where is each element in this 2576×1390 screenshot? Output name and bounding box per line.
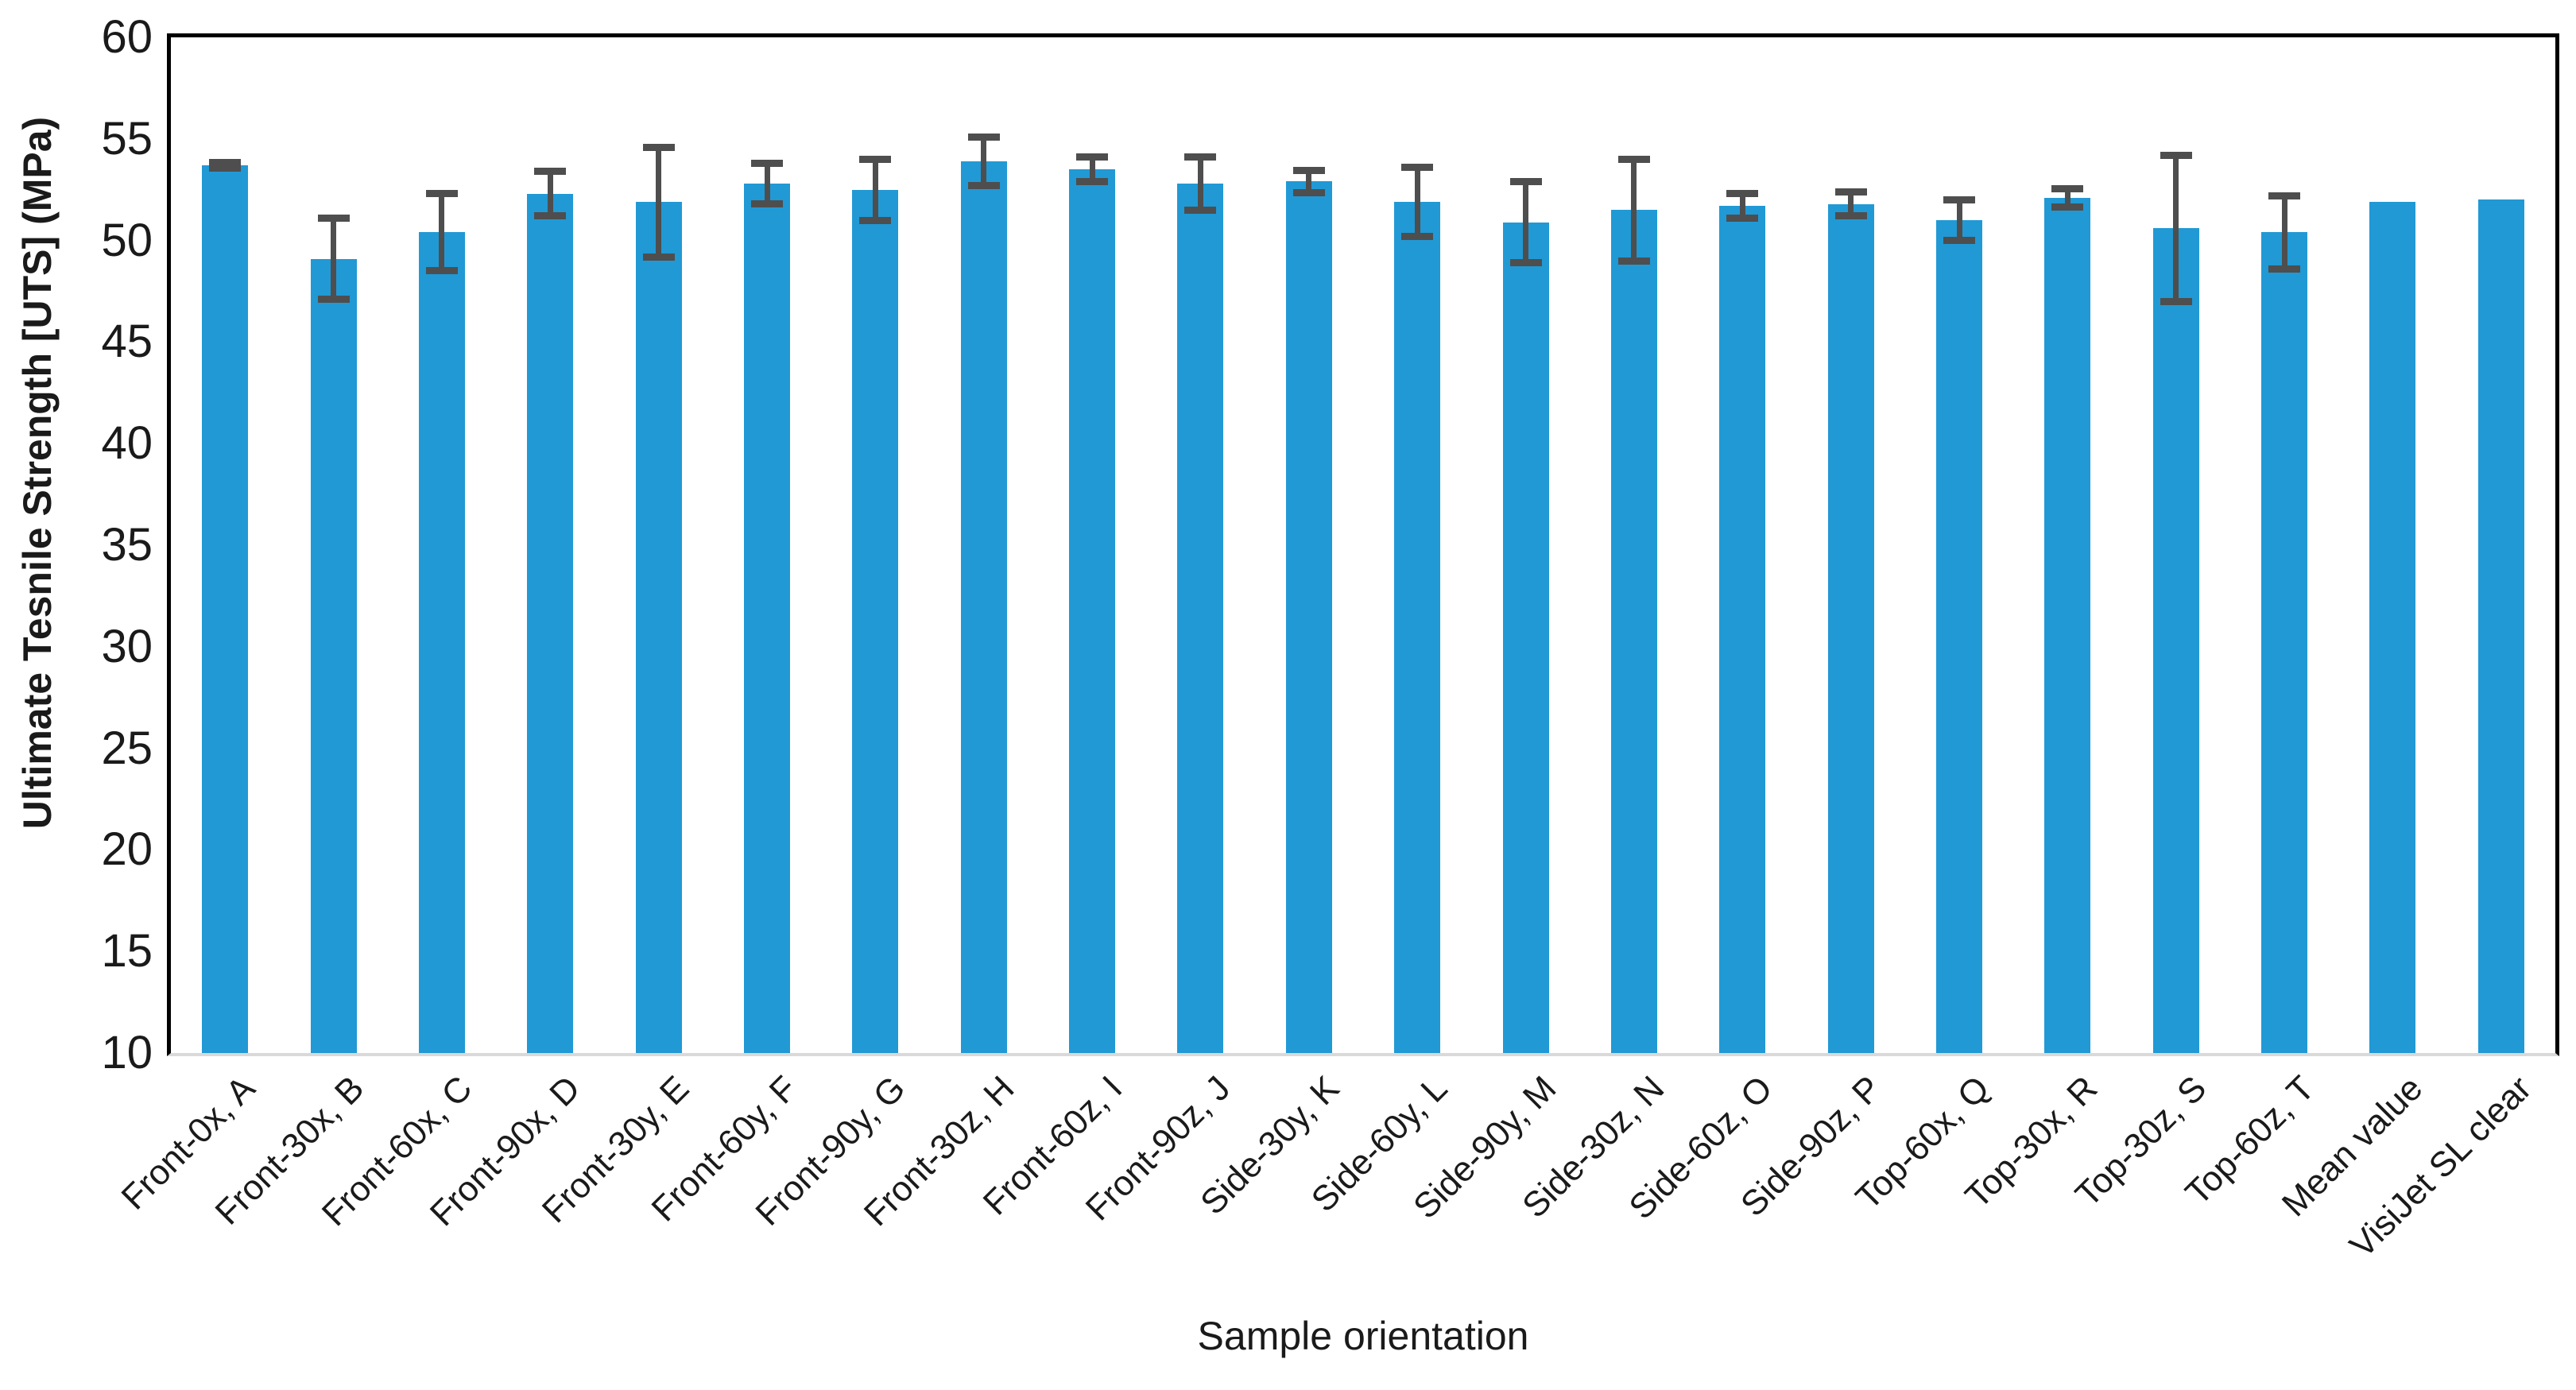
- error-bar-cap: [1834, 188, 1867, 196]
- error-bar-cap: [1184, 153, 1217, 161]
- error-bar-cap: [1617, 155, 1650, 163]
- error-bar: [764, 163, 770, 204]
- error-bar-cap: [1401, 164, 1434, 172]
- y-tick-label: 55: [101, 112, 153, 165]
- bar-Top-30z, S: [2152, 228, 2199, 1053]
- error-bar-cap: [1943, 237, 1975, 245]
- bar-Front-90y, G: [852, 189, 899, 1053]
- error-bar: [1306, 170, 1312, 193]
- error-bar-cap: [1292, 189, 1325, 197]
- bar-Top-60z, T: [2261, 232, 2308, 1053]
- error-bar-cap: [642, 253, 675, 261]
- error-bar-cap: [2051, 203, 2084, 211]
- x-axis-title: Sample orientation: [1197, 1314, 1529, 1358]
- y-tick-label: 50: [101, 214, 153, 266]
- error-bar-cap: [2160, 151, 2192, 159]
- error-bar-cap: [1401, 232, 1434, 240]
- error-bar: [1631, 159, 1637, 261]
- error-bar: [1739, 193, 1745, 219]
- bar-Side-30y, K: [1285, 181, 1332, 1053]
- error-bar: [1089, 157, 1095, 182]
- error-bar: [1523, 181, 1529, 263]
- error-bar-cap: [1184, 206, 1217, 214]
- error-bar-cap: [534, 168, 567, 176]
- bar-Front-30z, H: [960, 161, 1007, 1053]
- bar-Front-60y, F: [744, 184, 790, 1053]
- y-tick-label: 30: [101, 620, 153, 672]
- error-bar-cap: [1943, 196, 1975, 203]
- error-bar: [2064, 188, 2070, 207]
- error-bar-cap: [1834, 212, 1867, 220]
- error-bar: [656, 147, 662, 257]
- error-bar-cap: [2051, 184, 2084, 192]
- bar-Top-60x, Q: [1936, 220, 1982, 1053]
- error-bar: [439, 193, 445, 271]
- bar-Top-30x, R: [2044, 197, 2091, 1053]
- error-bar-cap: [1617, 257, 1650, 265]
- error-bar-cap: [751, 200, 783, 208]
- error-bar-cap: [1292, 166, 1325, 174]
- error-bar-cap: [1076, 177, 1109, 185]
- error-bar-cap: [1509, 177, 1542, 185]
- bar-Front-30y, E: [635, 202, 682, 1053]
- error-bar: [1414, 167, 1420, 237]
- error-bar-cap: [209, 158, 242, 166]
- error-bar-cap: [1076, 153, 1109, 161]
- y-tick-label: 10: [101, 1027, 153, 1078]
- bar-VisiJet SL clear: [2477, 199, 2524, 1053]
- error-bar: [1848, 192, 1854, 216]
- error-bar-cap: [2160, 297, 2192, 305]
- bar-Side-90z, P: [1827, 203, 1874, 1053]
- error-bar: [547, 171, 553, 216]
- error-bar-cap: [967, 133, 1000, 141]
- y-tick-label: 40: [101, 417, 153, 470]
- bar-Side-60z, O: [1719, 206, 1766, 1053]
- error-bar-cap: [751, 159, 783, 167]
- error-bar-cap: [317, 296, 350, 304]
- plot-area: [167, 33, 2559, 1056]
- bar-Front-90z, J: [1177, 184, 1224, 1053]
- error-bar: [981, 137, 987, 186]
- error-bar: [2173, 155, 2179, 302]
- error-bar-cap: [859, 155, 892, 163]
- bar-Mean value: [2369, 202, 2416, 1053]
- error-bar-cap: [317, 214, 350, 222]
- bar-Front-90x, D: [527, 193, 574, 1053]
- y-tick-label: 45: [101, 316, 153, 368]
- error-bar-cap: [2268, 192, 2301, 199]
- bar-Front-60x, C: [418, 232, 465, 1053]
- y-tick-label: 20: [101, 823, 153, 876]
- error-bar-cap: [209, 165, 242, 172]
- error-bar-cap: [1726, 214, 1759, 222]
- error-bar-cap: [425, 267, 458, 275]
- error-bar-cap: [1726, 190, 1759, 198]
- error-bar: [1197, 157, 1203, 211]
- error-bar-cap: [2268, 265, 2301, 273]
- error-bar: [872, 159, 878, 221]
- y-tick-label: 15: [101, 925, 153, 978]
- error-bar: [331, 218, 337, 300]
- bar-Side-60y, L: [1394, 202, 1441, 1053]
- y-tick-label: 60: [101, 11, 153, 63]
- bar-Side-30z, N: [1610, 210, 1657, 1053]
- error-bar: [2281, 196, 2287, 269]
- bar-Side-90y, M: [1502, 222, 1549, 1053]
- error-bar-cap: [1509, 259, 1542, 267]
- bar-Front-30x, B: [310, 258, 357, 1053]
- error-bar-cap: [859, 216, 892, 224]
- error-bar-cap: [967, 182, 1000, 190]
- bar-Front-60z, I: [1069, 169, 1116, 1053]
- error-bar-cap: [534, 212, 567, 220]
- error-bar-cap: [642, 143, 675, 151]
- error-bar: [1956, 199, 1962, 241]
- y-tick-label: 25: [101, 722, 153, 774]
- error-bar-cap: [425, 190, 458, 198]
- y-tick-label: 35: [101, 519, 153, 571]
- bar-Front-0x, A: [202, 165, 249, 1053]
